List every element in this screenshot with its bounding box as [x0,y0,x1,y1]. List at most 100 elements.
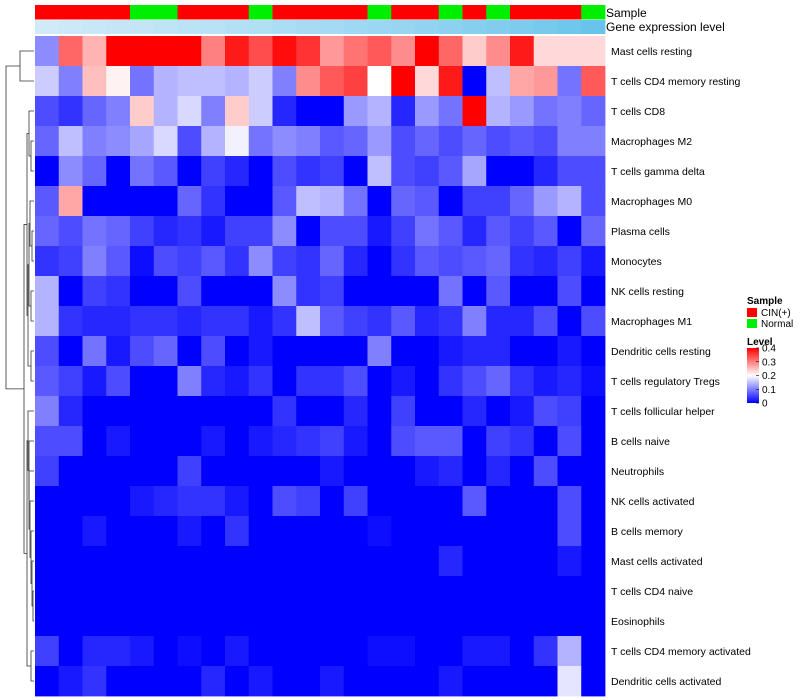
heatmap-cell [533,186,558,217]
legend-sample-swatch [747,308,757,317]
heatmap-cell [130,546,155,577]
heatmap-cell [462,576,487,607]
heatmap-cell [486,426,511,457]
heatmap-cell [82,426,107,457]
heatmap-cell [201,666,226,697]
heatmap-cell [272,126,297,157]
heatmap-cell [82,666,107,697]
heatmap-cell [391,246,416,277]
heatmap-cell [248,396,273,427]
heatmap-cell [58,576,83,607]
heatmap-cell [462,156,487,187]
heatmap-cell [153,426,178,457]
heatmap-cell [581,546,606,577]
row-label: T cells gamma delta [611,166,705,178]
heatmap-cell [367,516,392,547]
heatmap-cell [201,216,226,247]
dendrogram-branch [30,530,34,584]
heatmap-cell [58,186,83,217]
heatmap-cell [367,36,392,67]
heatmap-cell [320,546,345,577]
heatmap-cell [320,276,345,307]
sample-annotation-cell [438,5,463,20]
heatmap-cell [272,516,297,547]
heatmap-cell [438,486,463,517]
heatmap-cell [391,306,416,337]
heatmap-cell [415,276,440,307]
heatmap-cell [58,606,83,637]
heatmap-cell [35,636,60,667]
heatmap-cell [581,486,606,517]
heatmap-cell [391,216,416,247]
sample-annotation-cell [130,5,155,20]
heatmap-cell [320,396,345,427]
heatmap-cell [391,486,416,517]
heatmap-cell [106,366,131,397]
heatmap-cell [296,546,321,577]
heatmap-cell [367,486,392,517]
heatmap-cell [153,216,178,247]
heatmap-cell [462,126,487,157]
heatmap-cell [106,516,131,547]
heatmap-cell [415,216,440,247]
heatmap-cell [343,306,368,337]
heatmap-cell [533,66,558,97]
heatmap-cell [367,366,392,397]
heatmap-cell [82,66,107,97]
heatmap-cell [320,666,345,697]
heatmap-cell [391,156,416,187]
heatmap-cell [296,66,321,97]
heatmap-cell [581,426,606,457]
heatmap-cell [486,126,511,157]
heatmap-cell [248,306,273,337]
heatmap-cell [581,516,606,547]
heatmap-cell [367,546,392,577]
row-label: Macrophages M0 [611,196,692,208]
heatmap-cell [130,96,155,127]
heatmap-cell [438,426,463,457]
dendrogram-branch [30,290,34,322]
heatmap-cell [343,396,368,427]
heatmap-cell [510,96,535,127]
sample-annotation-cell [35,5,60,20]
heatmap-cell [557,156,582,187]
heatmap-cell [415,186,440,217]
heatmap-cell [415,336,440,367]
heatmap-cell [296,636,321,667]
heatmap-cell [58,126,83,157]
heatmap-cell [35,216,60,247]
heatmap-cell [320,576,345,607]
heatmap-cell [248,546,273,577]
heatmap-cell [462,246,487,277]
heatmap-cell [35,606,60,637]
heatmap-cell [153,636,178,667]
heatmap-cell [106,66,131,97]
heatmap-cell [130,456,155,487]
heatmap-cell [106,426,131,457]
heatmap-cell [462,66,487,97]
heatmap-cell [486,336,511,367]
heatmap-cell [343,486,368,517]
legend-level-tick-label: 0.4 [762,344,776,355]
heatmap-cell [248,216,273,247]
heatmap-cell [106,126,131,157]
heatmap-cell [35,456,60,487]
heatmap-cell [415,636,440,667]
heatmap-cell [438,36,463,67]
heatmap-cell [557,546,582,577]
heatmap-cell [35,396,60,427]
row-label: T cells CD4 naive [611,586,693,598]
heatmap-cell [272,336,297,367]
heatmap-cell [106,396,131,427]
heatmap-cell [415,516,440,547]
heatmap-cell [35,126,60,157]
heatmap-cell [510,336,535,367]
heatmap-cell [533,546,558,577]
heatmap-cell [486,186,511,217]
heatmap-cell [320,66,345,97]
heatmap-cell [201,66,226,97]
heatmap-cell [248,666,273,697]
heatmap-cell [533,366,558,397]
heatmap-cell [296,606,321,637]
